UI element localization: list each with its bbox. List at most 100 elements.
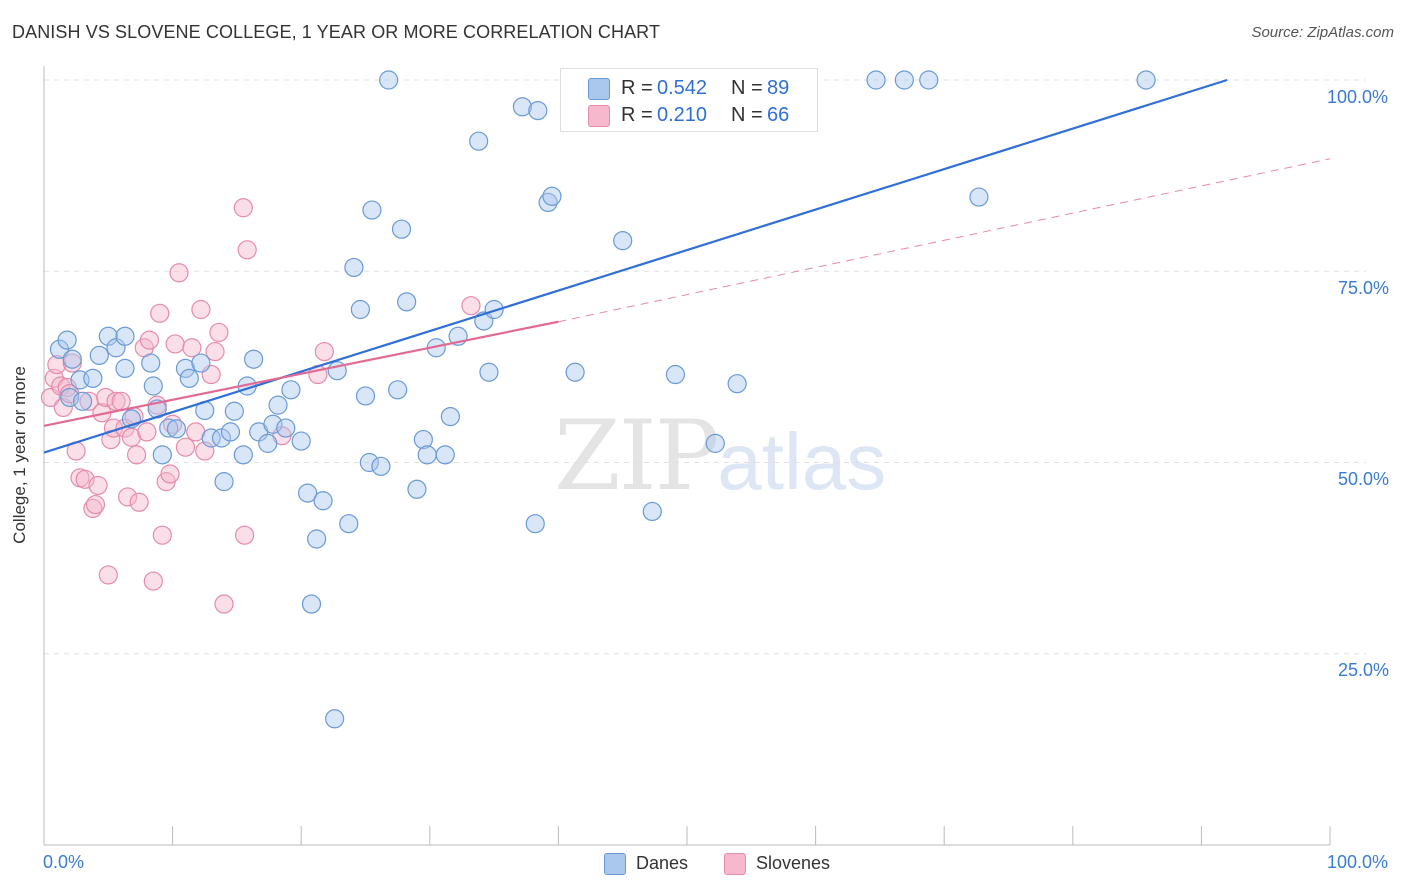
danes-point-56 [413,429,433,450]
danes-point-82 [969,187,989,207]
slovenes-point-27 [129,492,149,512]
danes-point-35 [276,418,296,438]
slovenes-point-47 [209,322,229,343]
danes-point-20 [179,368,199,388]
danes-point-54 [397,292,417,312]
danes-point-52 [388,380,408,400]
danes-point-66 [512,97,532,117]
slovenes-point-50 [235,525,255,545]
danes-point-17 [159,418,179,438]
slovenes-point-54 [314,341,334,362]
y-tick-label-50: 50.0% [1338,469,1390,489]
danes-point-34 [268,395,288,415]
danes-point-39 [301,594,322,614]
danes-point-77 [727,374,747,394]
danes-point-48 [359,452,379,473]
slovenes-point-51 [237,240,257,260]
slovenes-point-49 [233,198,253,218]
slovenes-point-21 [111,391,131,411]
danes-point-2 [60,387,80,408]
danes-point-73 [613,231,633,251]
danes-point-81 [919,70,939,90]
danes-points [49,70,1156,729]
slovenes-point-23 [117,487,138,507]
danes-point-10 [115,326,135,346]
slovenes-point-40 [175,437,196,457]
slovenes-point-26 [126,445,147,465]
danes-point-38 [298,483,318,503]
x-tick-label-min: 0.0% [43,852,85,872]
danes-point-40 [307,529,327,549]
danes-point-41 [313,491,333,511]
danes-point-23 [201,428,221,448]
danes-point-67 [525,514,545,534]
danes-point-25 [214,472,234,492]
slovenes-point-17 [98,565,118,585]
danes-point-28 [233,445,253,465]
slovenes-point-16 [96,387,116,408]
danes-point-1 [57,330,77,350]
danes-point-7 [89,345,109,365]
danes-point-46 [350,299,370,320]
y-tick-label-75: 75.0% [1338,278,1390,298]
y-tick-label-100: 100.0% [1327,87,1389,107]
danes-point-75 [665,364,686,385]
slovenes-point-36 [160,464,180,484]
r-label: R = [621,77,653,99]
slovenes-point-31 [143,571,163,591]
danes-legend-label: Danes [636,853,689,873]
danes-point-70 [542,186,562,206]
danes-legend-swatch [604,853,626,875]
danes-point-18 [166,419,187,439]
slovenes-legend-swatch [724,853,746,875]
slovenes-point-38 [165,334,185,354]
danes-point-60 [440,407,460,427]
slovenes-point-48 [214,594,234,614]
danes-point-5 [72,391,93,411]
slovenes-trend-extension [558,158,1331,323]
danes-point-49 [362,200,382,220]
slovenes-point-46 [205,341,225,362]
slovenes-point-29 [137,422,157,442]
danes-point-42 [325,709,345,729]
legend-row-danes: R = 0.542 N = 89 [561,75,817,101]
chart-source: Source: ZipAtlas.com [1251,24,1394,41]
watermark: ZIPatlas [554,400,886,512]
slovenes-r-value: 0.210 [657,104,708,126]
danes-point-55 [407,479,427,499]
danes-point-76 [705,433,725,453]
slovenes-point-41 [182,338,202,358]
slovenes-point-33 [150,303,170,323]
danes-point-65 [484,299,504,320]
x-tick-label-max: 100.0% [1327,852,1389,872]
slovenes-point-14 [88,475,108,496]
danes-point-26 [220,422,241,442]
watermark-atlas: atlas [717,417,887,506]
danes-point-50 [371,456,391,476]
danes-point-79 [866,70,886,90]
danes-point-37 [291,431,311,451]
danes-point-36 [281,380,301,400]
danes-point-14 [143,376,163,396]
y-tick-label-25: 25.0% [1338,660,1390,680]
n-label: N = [731,77,763,99]
danes-point-19 [175,358,196,379]
slovenes-point-43 [191,299,211,320]
slovenes-point-55 [461,296,481,316]
danes-point-16 [152,445,172,465]
danes-point-68 [528,100,548,121]
danes-point-6 [83,368,103,388]
slovenes-legend-label: Slovenes [756,853,831,873]
danes-point-30 [244,349,264,369]
n-label: N = [731,104,763,126]
r-label: R = [621,104,653,126]
slovenes-point-34 [152,525,172,545]
slovenes-points [40,198,481,614]
axes [43,66,1331,846]
slovenes-point-39 [169,263,189,283]
danes-point-33 [263,414,283,434]
danes-point-32 [258,433,278,453]
danes-point-44 [339,514,359,534]
danes-n-value: 89 [767,77,790,99]
